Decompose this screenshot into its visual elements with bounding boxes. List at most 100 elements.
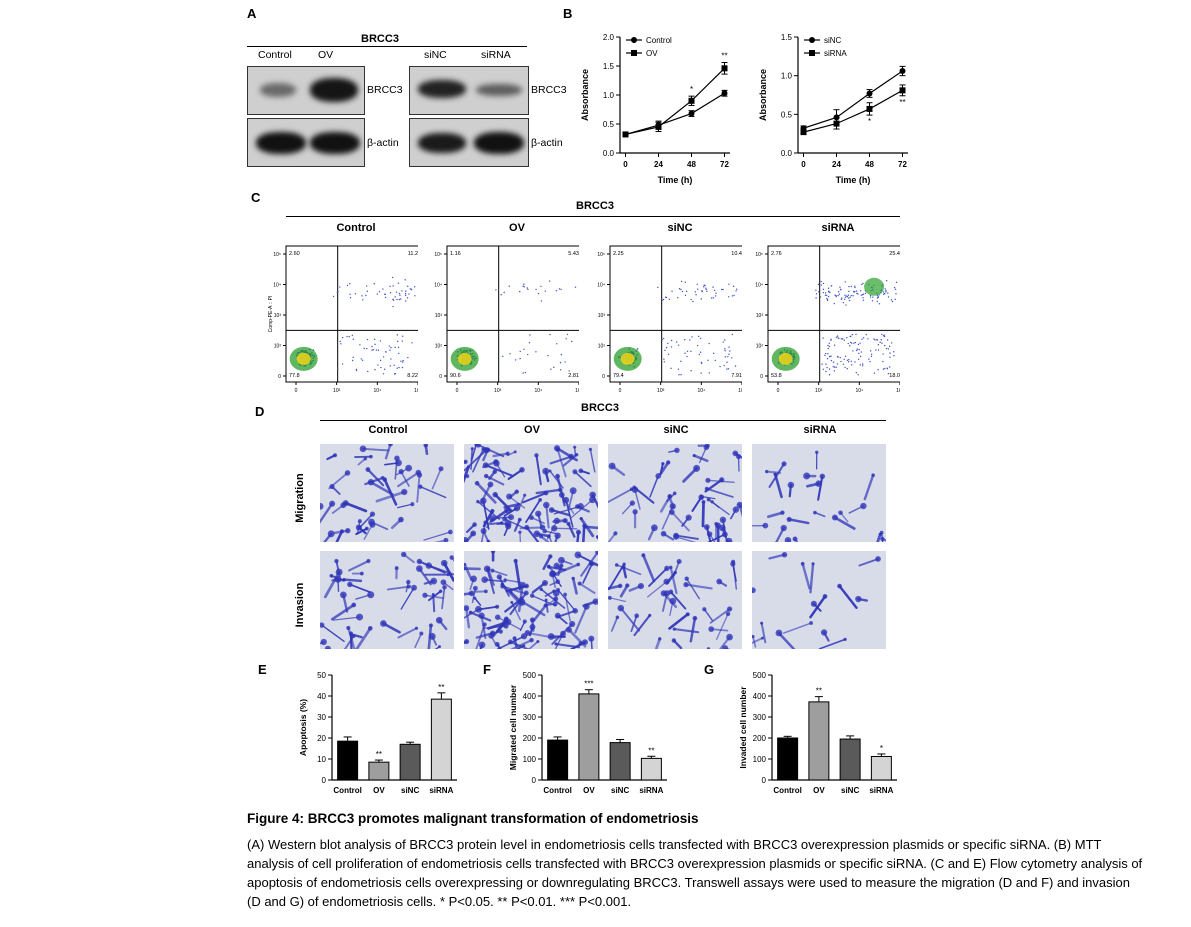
bar-ov (808, 701, 830, 781)
cell-body (517, 517, 522, 522)
event-dot (401, 290, 403, 292)
event-dot (407, 285, 409, 287)
cell (509, 590, 525, 606)
event-dot (833, 370, 836, 372)
event-dot (396, 367, 398, 369)
x-tick-label: Control (543, 786, 571, 795)
event-dot (349, 296, 352, 299)
event-dot (684, 294, 687, 297)
event-dot (862, 297, 864, 299)
x-tick-label: siRNA (639, 786, 663, 795)
cell (709, 533, 716, 542)
cell-body (871, 473, 875, 477)
cell-body (547, 633, 555, 640)
event-dot (840, 360, 842, 363)
event-dot (837, 294, 839, 297)
legend-label-control: Control (646, 36, 672, 45)
cell-body (327, 530, 335, 538)
quadrant-value-upper-left: 1.16 (450, 251, 461, 257)
x-tick-label: Control (333, 786, 361, 795)
x-tick-label: 0 (623, 160, 628, 169)
y-tick-label: 0 (278, 374, 281, 380)
event-dot (372, 349, 374, 351)
event-dot (371, 349, 373, 351)
x-tick-label: 0 (619, 388, 622, 394)
blot-actin-right (409, 118, 529, 167)
cell (554, 534, 559, 542)
cell-body (474, 444, 478, 447)
panel-label-a: A (247, 6, 257, 21)
y-tick-label: 10³ (598, 313, 606, 319)
event-dot (830, 285, 833, 287)
cell-body (334, 575, 342, 583)
event-dot (689, 339, 691, 341)
event-dot (726, 368, 728, 370)
event-dot (508, 285, 510, 287)
cell-body (685, 514, 692, 521)
event-dot (402, 361, 404, 363)
cell-body (478, 641, 486, 649)
event-dot (692, 300, 694, 303)
cell-body (407, 584, 411, 589)
event-dot (566, 333, 569, 336)
cell (589, 562, 598, 567)
cell-body (560, 630, 566, 637)
event-dot (728, 346, 730, 348)
event-dot (835, 294, 837, 297)
quadrant-value-upper-right: 5.43 (568, 251, 579, 257)
event-dot (380, 366, 382, 369)
cell-body (792, 536, 798, 542)
cell-body (472, 585, 478, 591)
y-tick-label: 10⁵ (755, 252, 763, 258)
event-dot (873, 372, 876, 374)
event-dot (867, 338, 869, 340)
cell (705, 525, 712, 542)
cell-body (554, 642, 558, 646)
cell-body (629, 487, 634, 492)
event-dot (722, 341, 724, 343)
cell (634, 488, 641, 510)
event-dot (720, 288, 723, 291)
event-dot (713, 289, 716, 292)
cell-body (617, 604, 625, 612)
cell-body (416, 565, 423, 572)
event-dot (835, 366, 837, 369)
quadrant-value-lower-left: 79.4 (613, 373, 624, 379)
cell (517, 584, 524, 613)
y-tick-label: 0 (532, 776, 537, 785)
event-dot (870, 355, 873, 358)
event-dot (571, 340, 573, 343)
cell-body (752, 587, 756, 594)
cell (335, 530, 344, 542)
cell-body (702, 607, 707, 612)
y-tick-label: 0.0 (603, 149, 615, 158)
cell-body (502, 516, 508, 522)
cell (556, 448, 567, 478)
event-dot (889, 352, 891, 354)
cell-body (546, 564, 551, 569)
cell-body (632, 509, 638, 515)
cell-body (506, 493, 513, 500)
event-dot (699, 351, 702, 353)
blot-brcc3-right (409, 66, 529, 115)
cell-body (470, 530, 477, 537)
density-core (778, 352, 793, 365)
cell-body (664, 565, 670, 572)
cell (450, 556, 454, 562)
cell-body (503, 578, 507, 582)
cell (765, 470, 781, 475)
cell-body (431, 593, 435, 597)
bar-control (547, 739, 569, 781)
y-tick-label: 0 (760, 374, 763, 380)
event-dot (822, 337, 824, 339)
event-dot (704, 284, 706, 287)
cell-body (577, 581, 582, 586)
cell-body (637, 582, 645, 590)
event-dot (815, 289, 817, 291)
cell-body (588, 561, 593, 566)
event-dot (523, 283, 525, 285)
event-dot (677, 368, 680, 370)
cell (511, 601, 521, 621)
x-tick-label: 10⁵ (575, 388, 579, 394)
cell (477, 605, 499, 611)
